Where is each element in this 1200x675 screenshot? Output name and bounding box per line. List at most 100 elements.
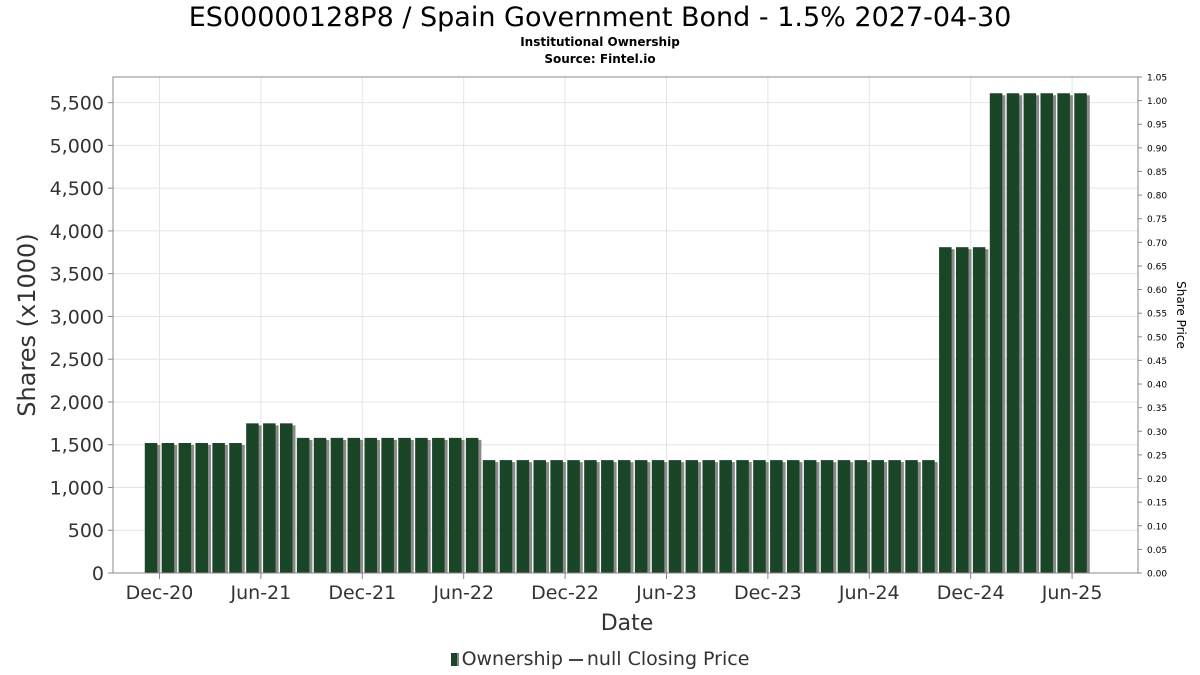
chart-legend: Ownership null Closing Price — [0, 648, 1200, 670]
x-tick-label: Dec-22 — [531, 582, 599, 604]
y-tick-label: 3,000 — [50, 306, 104, 328]
y-tick-label: 2,500 — [50, 349, 104, 371]
ownership-bar — [786, 460, 800, 573]
y-tick-label: 5,000 — [50, 135, 104, 157]
ownership-bar — [871, 460, 884, 573]
ownership-bar — [398, 437, 411, 573]
ownership-bar — [482, 460, 496, 573]
ownership-bar — [803, 460, 817, 573]
ownership-bar — [296, 437, 310, 573]
x-tick-label: Jun-23 — [635, 582, 697, 604]
y2-tick-label: 0.10 — [1147, 522, 1167, 532]
legend-price-label: null Closing Price — [586, 648, 750, 670]
ownership-bar — [1074, 93, 1087, 573]
ownership-bar — [212, 443, 225, 573]
x-tick-label: Jun-21 — [230, 582, 292, 604]
ownership-bar — [989, 93, 1003, 573]
y2-tick-label: 0.00 — [1147, 570, 1167, 580]
ownership-bar — [229, 443, 242, 573]
y2-tick-label: 0.40 — [1147, 381, 1167, 391]
y-tick-label: 2,000 — [50, 392, 104, 414]
x-tick-label: Jun-25 — [1041, 582, 1103, 604]
ownership-bar — [685, 460, 699, 573]
ownership-bar — [736, 460, 749, 573]
ownership-bar — [550, 460, 563, 573]
y2-tick-label: 0.15 — [1147, 499, 1167, 509]
x-tick-label: Dec-21 — [328, 582, 396, 604]
ownership-legend-swatch — [450, 653, 459, 666]
y2-tick-label: 0.85 — [1147, 168, 1167, 178]
y2-tick-label: 0.45 — [1147, 357, 1167, 367]
ownership-bar — [533, 460, 546, 573]
ownership-bar — [753, 460, 766, 573]
ownership-bar — [415, 437, 428, 573]
y2-tick-label: 0.35 — [1147, 404, 1167, 414]
ownership-bar — [770, 460, 783, 573]
y2-tick-label: 0.55 — [1147, 310, 1167, 320]
ownership-bar — [246, 423, 259, 573]
y-tick-label: 1,000 — [50, 477, 104, 499]
x-tick-label: Dec-20 — [126, 582, 194, 604]
y2-tick-label: 0.70 — [1147, 239, 1167, 249]
ownership-bar — [601, 460, 614, 573]
y2-tick-label: 0.95 — [1147, 121, 1167, 131]
ownership-bar — [584, 460, 597, 573]
y2-tick-label: 0.65 — [1147, 262, 1167, 272]
ownership-bar — [465, 437, 479, 573]
ownership-bar — [972, 247, 986, 573]
y-axis-title: Shares (x1000) — [13, 233, 41, 416]
y-tick-label: 4,000 — [50, 221, 104, 243]
y2-tick-label: 0.60 — [1147, 286, 1167, 296]
ownership-bar — [381, 437, 394, 573]
y2-tick-label: 0.90 — [1147, 144, 1167, 154]
y-tick-label: 3,500 — [50, 264, 104, 286]
ownership-bar — [634, 460, 648, 573]
y2-tick-label: 0.05 — [1147, 546, 1167, 556]
chart-title: ES00000128P8 / Spain Government Bond - 1… — [188, 2, 1012, 33]
ownership-bar — [432, 437, 445, 573]
ownership-bar — [499, 460, 513, 573]
ownership-bar — [1040, 93, 1053, 573]
price-legend-swatch — [568, 658, 583, 661]
ownership-bar — [567, 460, 580, 573]
ownership-bar — [279, 423, 293, 573]
ownership-bar — [888, 460, 901, 573]
chart-subtitle: Institutional Ownership — [520, 35, 680, 49]
ownership-bar — [313, 437, 327, 573]
ownership-bar — [1006, 93, 1020, 573]
chart-source: Source: Fintel.io — [544, 52, 656, 66]
ownership-bar — [702, 460, 715, 573]
y2-axis-title: Share Price — [1174, 281, 1188, 349]
y2-tick-label: 0.25 — [1147, 451, 1167, 461]
ownership-bar — [617, 460, 631, 573]
x-tick-label: Jun-24 — [838, 582, 900, 604]
ownership-bar — [263, 423, 276, 573]
x-tick-label: Dec-24 — [937, 582, 1005, 604]
ownership-bar — [448, 437, 462, 573]
ownership-chart: 0 500 1,000 1,500 2,000 2,500 3,000 3,500 4,000 4… — [13, 74, 1188, 637]
ownership-bar — [347, 437, 361, 573]
ownership-bar — [364, 437, 377, 573]
ownership-bar — [144, 443, 158, 573]
ownership-bar — [161, 443, 175, 573]
ownership-bar — [905, 460, 918, 573]
ownership-bar — [668, 460, 682, 573]
legend-ownership-label: Ownership — [461, 648, 563, 670]
x-tick-label: Dec-23 — [734, 582, 802, 604]
y-tick-label: 500 — [68, 520, 104, 542]
x-tick-label: Jun-22 — [432, 582, 494, 604]
y2-tick-label: 0.30 — [1147, 428, 1167, 438]
y2-tick-label: 0.20 — [1147, 475, 1167, 485]
y2-tick-label: 1.05 — [1147, 74, 1167, 84]
y-tick-label: 5,500 — [50, 93, 104, 115]
ownership-bar — [955, 247, 969, 573]
ownership-bar — [939, 247, 952, 573]
ownership-bar — [195, 443, 208, 573]
ownership-bar — [820, 460, 834, 573]
ownership-bar — [1057, 93, 1070, 573]
ownership-bar — [330, 437, 344, 573]
ownership-bar — [854, 460, 868, 573]
ownership-bar — [516, 460, 530, 573]
y2-tick-label: 1.00 — [1147, 97, 1167, 107]
ownership-bar — [837, 460, 851, 573]
